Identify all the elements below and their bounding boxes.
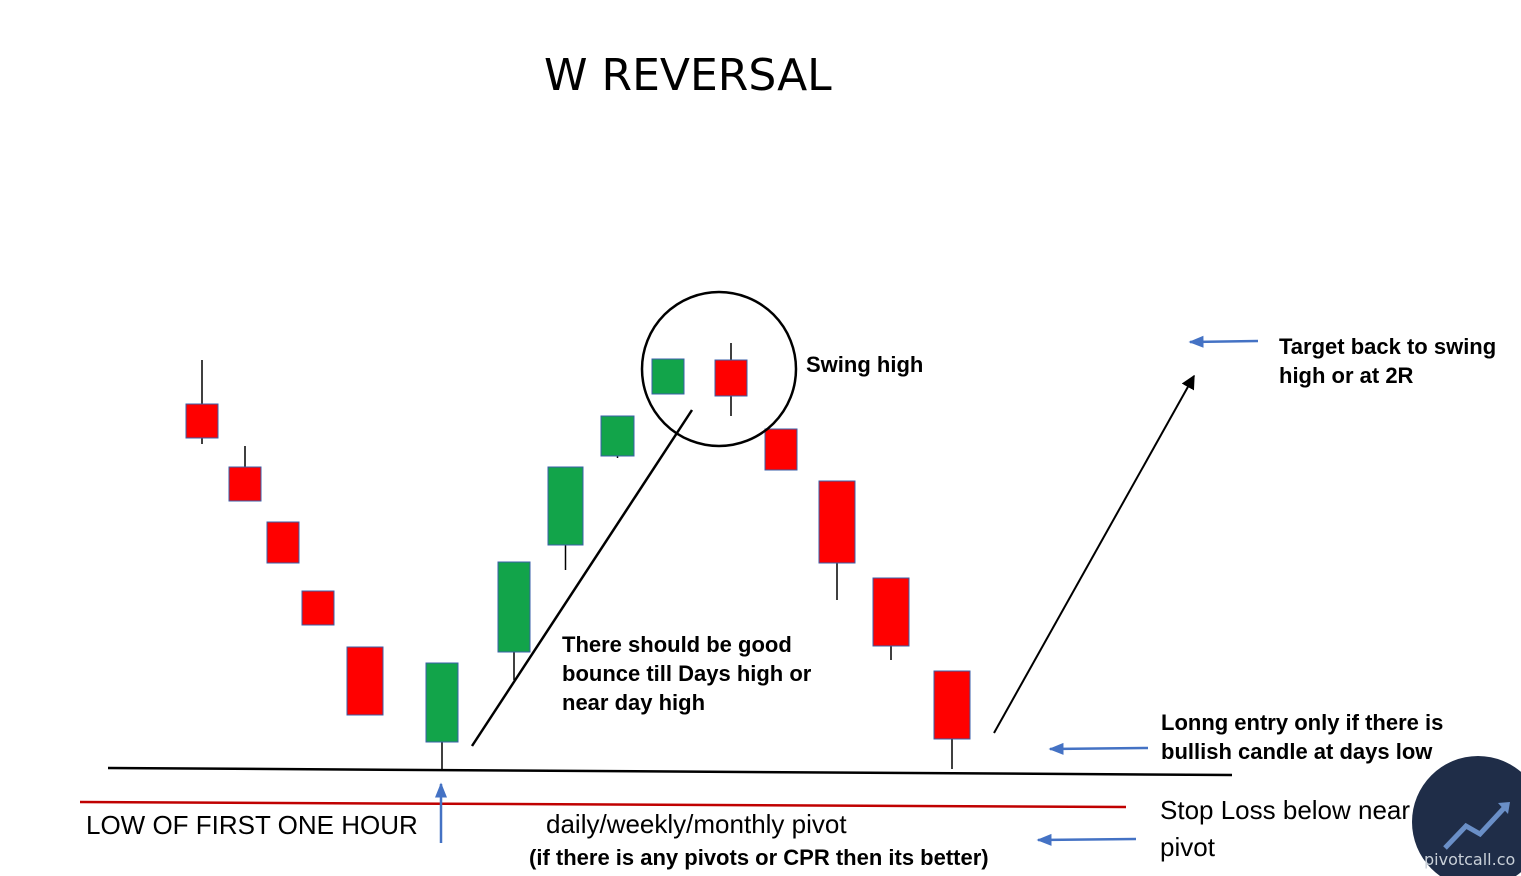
bounce-line: [470, 409, 694, 747]
pivot-note: (if there is any pivots or CPR then its …: [529, 845, 989, 870]
target-arrow: [993, 374, 1195, 734]
stoploss-note-line-2: pivot: [1160, 832, 1215, 862]
entry-pointer-arrow: [1048, 742, 1149, 755]
target-note-line-1: Target back to swing: [1279, 334, 1497, 359]
candle-bull: [425, 662, 459, 770]
candle-body: [266, 521, 300, 564]
bounce-note: There should be good bounce till Days hi…: [562, 630, 811, 717]
low-of-first-hour-line: [107, 766, 1233, 777]
bounce-note-line-1: There should be good: [562, 632, 792, 657]
entry-note: Lonng entry only if there is bullish can…: [1161, 708, 1443, 766]
candle-bear: [872, 577, 910, 660]
page-title: W REVERSAL: [544, 50, 832, 101]
pivot-line: [79, 800, 1127, 809]
candle-bear: [228, 446, 262, 502]
candle-body: [185, 403, 219, 439]
low-of-first-hour-label: LOW OF FIRST ONE HOUR: [86, 810, 418, 840]
candle-bull: [600, 415, 635, 458]
entry-note-line-2: bullish candle at days low: [1161, 739, 1433, 764]
bounce-note-line-2: bounce till Days high or: [562, 661, 812, 686]
watermark-text: pivotcall.co: [1424, 850, 1516, 869]
candle-body: [872, 577, 910, 647]
candle-body: [346, 646, 384, 716]
candle-body: [228, 466, 262, 502]
candle-bear: [764, 428, 798, 471]
candle-body: [600, 415, 635, 457]
target-note: Target back to swing high or at 2R: [1279, 332, 1496, 390]
candles-group: [185, 343, 971, 770]
swing-high-label: Swing high: [806, 352, 924, 377]
candle-bear: [933, 670, 971, 769]
candle-bull: [497, 561, 531, 680]
candle-body: [818, 480, 856, 564]
candle-bull: [547, 466, 584, 570]
candle-body: [933, 670, 971, 740]
candle-body: [497, 561, 531, 653]
candle-bear: [185, 360, 219, 444]
stoploss-note-line-1: Stop Loss below near: [1160, 795, 1411, 825]
candle-bear: [301, 590, 335, 626]
candle-bull: [651, 358, 685, 395]
candle-bear: [346, 646, 384, 716]
stoploss-note: Stop Loss below near pivot: [1160, 792, 1410, 866]
candle-body: [714, 359, 748, 397]
candle-bear: [266, 521, 300, 564]
candle-body: [547, 466, 584, 546]
bounce-note-line-3: near day high: [562, 690, 706, 715]
entry-note-line-1: Lonng entry only if there is: [1161, 710, 1444, 735]
candle-body: [425, 662, 459, 743]
candle-bear: [714, 343, 748, 416]
stoploss-pointer-arrow: [1036, 833, 1137, 846]
pivot-label: daily/weekly/monthly pivot: [546, 809, 847, 839]
candle-body: [764, 428, 798, 471]
pivotcall-logo: [1412, 756, 1521, 876]
target-note-line-2: high or at 2R: [1279, 363, 1414, 388]
candle-body: [651, 358, 685, 395]
candle-body: [301, 590, 335, 626]
swing-high-circle: [640, 290, 798, 448]
target-pointer-arrow: [1188, 335, 1259, 348]
candle-bear: [818, 480, 856, 600]
